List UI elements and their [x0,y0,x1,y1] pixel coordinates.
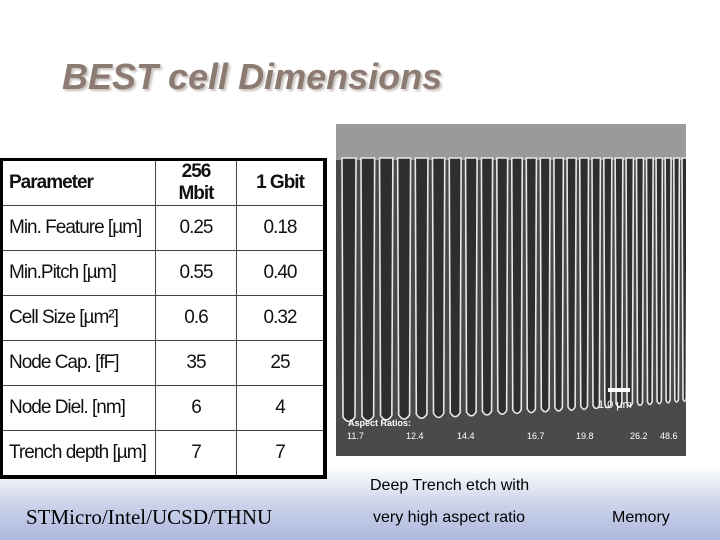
trench [655,157,664,405]
table-row: Cell Size [µm²] 0.6 0.32 [1,295,326,341]
table-cell: 0.25 [155,205,237,251]
table-cell: Node Diel. [nm] [1,385,156,431]
trench [495,157,509,415]
aspect-ratio: 19.8 [576,431,594,441]
surface-band [336,124,686,160]
table-cell: 25 [236,340,326,386]
sem-image: 1.0 µm Aspect Ratios: 11.7 12.4 14.4 16.7 19.8… [336,124,686,456]
scale-label: 1.0 µm [598,399,632,411]
trench [625,157,635,407]
table-row: Trench depth [µm] 7 7 [1,430,326,478]
caption-line: very high aspect ratio [373,509,526,526]
aspect-ratio: 14.4 [457,431,475,441]
table-cell: Trench depth [µm] [1,430,156,478]
trench [672,157,681,403]
trench [464,157,478,417]
aspect-label: Aspect Ratios: [348,418,411,428]
caption-line: Deep Trench etch with [370,477,530,494]
trench [396,157,412,420]
aspect-ratio: 16.7 [527,431,545,441]
trench [539,157,551,413]
trench [378,157,394,421]
table-row: Min.Pitch [µm] 0.55 0.40 [1,250,326,296]
aspect-ratio: 11.7 [347,431,364,441]
trench [578,157,590,411]
table-row: Min. Feature [µm] 0.25 0.18 [1,205,326,251]
table-cell: 6 [155,385,237,431]
table-row: Node Diel. [nm] 6 4 [1,385,326,431]
footer-right: Memory [612,509,670,526]
trench [602,157,613,409]
slide-title: BEST cell Dimensions [62,56,443,97]
aspect-ratio: 48.6 [660,431,678,441]
table-cell: 0.6 [155,295,237,341]
trench [664,157,672,404]
table-cell: 0.32 [236,295,326,341]
table-cell: Min.Pitch [µm] [1,250,156,296]
table-cell: 0.40 [236,250,326,296]
trench [448,157,462,418]
table-cell: Min. Feature [µm] [1,205,156,251]
header-cell: 1 Gbit [236,159,326,206]
footer-left: STMicro/Intel/UCSD/THNU [26,505,273,529]
table-cell: 7 [155,430,237,478]
trench [341,157,357,423]
table-cell: 4 [236,385,326,431]
scale-bar [608,388,630,392]
trench [510,157,524,415]
trench [431,157,446,419]
table-cell: 35 [155,340,237,386]
table-cell: Node Cap. [fF] [1,340,156,386]
trench [681,157,686,402]
table-row: Node Cap. [fF] 35 25 [1,340,326,386]
trench [566,157,577,411]
aspect-ratio: 12.4 [406,431,424,441]
header-cell: 256 Mbit [155,159,237,206]
table-cell: Cell Size [µm²] [1,295,156,341]
trench [635,157,645,407]
aspect-ratio: 26.2 [630,431,648,441]
trench [414,157,429,420]
table-cell: 7 [236,430,326,478]
table-cell: 0.55 [155,250,237,296]
trench [614,157,624,408]
header-row: Parameter 256 Mbit 1 Gbit [1,159,326,206]
trench [645,157,654,406]
trench [525,157,538,414]
trench [480,157,494,416]
trench [360,157,376,422]
trench [591,157,602,410]
dimension-table: Parameter 256 Mbit 1 Gbit Min. Feature [µm]… [0,158,327,479]
table-cell: 0.18 [236,205,326,251]
header-cell: Parameter [1,159,156,206]
trench [553,157,565,412]
